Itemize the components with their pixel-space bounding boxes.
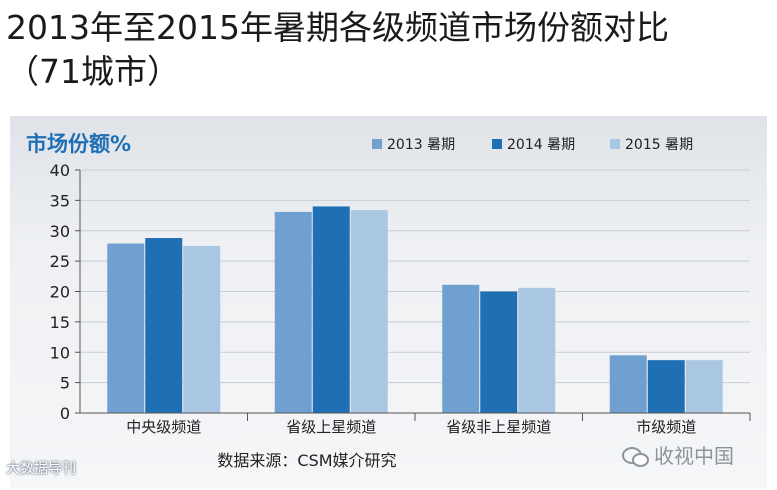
bar-2-3 xyxy=(350,210,388,413)
x-tick-label: 市级频道 xyxy=(636,418,696,436)
y-tick-label: 25 xyxy=(50,252,70,271)
axes: 0 5 10 15 20 25 30 35 40 中央级频道 省级上星频道 省级非上星频道 市级频道 xyxy=(50,161,751,436)
legend: 2013 暑期 2014 暑期 2015 暑期 xyxy=(372,137,693,153)
source-note: 数据来源：CSM媒介研究 xyxy=(217,451,396,470)
legend-label-2: 2014 暑期 xyxy=(507,137,575,153)
title-line-1: 2013年至2015年暑期各级频道市场份额对比 xyxy=(6,8,669,47)
watermark-right: 收视中国 xyxy=(622,440,734,469)
bar-3-2 xyxy=(480,291,518,413)
x-tick-label: 省级上星频道 xyxy=(286,418,376,436)
legend-label-3: 2015 暑期 xyxy=(625,137,693,153)
y-tick-label: 35 xyxy=(50,191,70,210)
y-tick-label: 5 xyxy=(60,374,70,393)
chart-panel: 市场份额% 数据来源：CSM媒介研究 0 5 10 15 20 25 30 35 40 中央级频道… xyxy=(10,116,767,488)
bar-2-2 xyxy=(312,206,350,413)
bar-chart: 市场份额% 数据来源：CSM媒介研究 0 5 10 15 20 25 30 35 40 中央级频道… xyxy=(26,132,751,470)
bar-4-1 xyxy=(609,355,647,413)
y-axis-title: 市场份额% xyxy=(26,132,131,156)
bar-1-3 xyxy=(183,245,221,413)
y-tick-label: 0 xyxy=(60,404,70,423)
legend-swatch-2 xyxy=(492,139,502,149)
page-title: 2013年至2015年暑期各级频道市场份额对比 （71城市） xyxy=(6,6,766,94)
bar-1-1 xyxy=(107,243,145,413)
y-tick-label: 30 xyxy=(50,222,70,241)
y-tick-label: 15 xyxy=(50,313,70,332)
bar-3-1 xyxy=(442,284,480,413)
bar-1-2 xyxy=(145,238,183,413)
legend-swatch-3 xyxy=(610,139,620,149)
x-tick-label: 中央级频道 xyxy=(126,418,201,436)
bar-4-2 xyxy=(647,360,685,413)
bar-2-1 xyxy=(274,211,312,413)
bar-4-3 xyxy=(685,360,723,413)
bar-3-3 xyxy=(518,287,556,413)
watermark-left: 大数据导刊 xyxy=(6,461,76,477)
watermark-right-text: 收视中国 xyxy=(654,444,734,468)
x-tick-label: 省级非上星频道 xyxy=(446,418,551,436)
legend-label-1: 2013 暑期 xyxy=(387,137,455,153)
title-line-2: （71城市） xyxy=(6,52,180,91)
y-tick-label: 10 xyxy=(50,343,70,362)
bars xyxy=(107,206,723,413)
legend-swatch-1 xyxy=(372,139,382,149)
y-tick-label: 20 xyxy=(50,283,70,302)
wechat-icon xyxy=(622,445,649,467)
y-tick-label: 40 xyxy=(50,161,70,180)
